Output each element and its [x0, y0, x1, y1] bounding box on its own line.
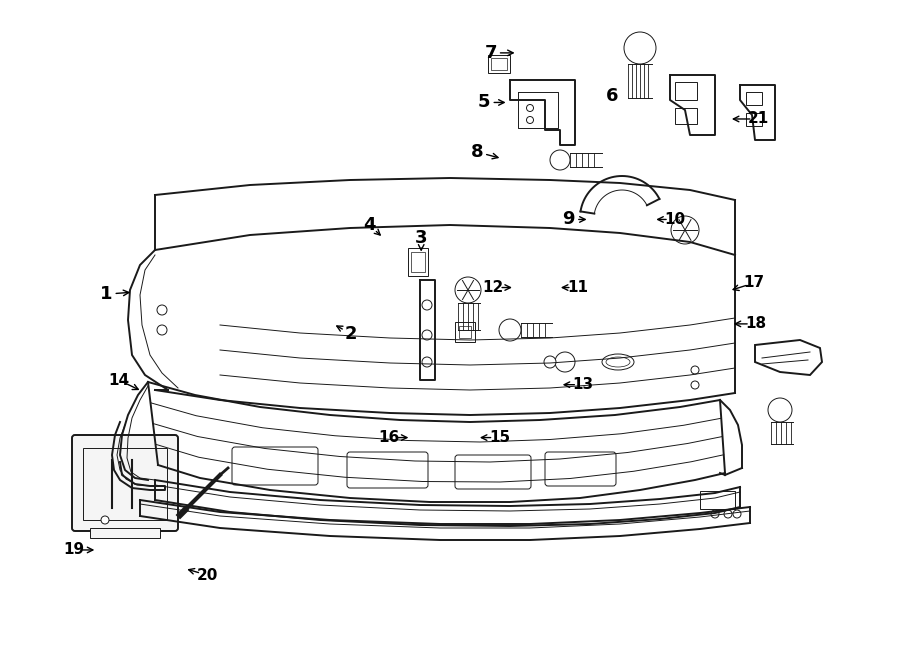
Text: 13: 13	[572, 377, 594, 392]
FancyBboxPatch shape	[347, 452, 428, 488]
Text: 15: 15	[489, 430, 510, 445]
Bar	[408, 248, 428, 276]
Text: 12: 12	[482, 280, 504, 295]
Bar	[675, 82, 697, 100]
FancyBboxPatch shape	[72, 435, 178, 531]
Circle shape	[691, 381, 699, 389]
Circle shape	[526, 116, 534, 124]
Text: 4: 4	[363, 215, 375, 234]
Text: 19: 19	[63, 543, 85, 557]
Circle shape	[157, 325, 167, 335]
Text: 16: 16	[378, 430, 400, 445]
Circle shape	[768, 398, 792, 422]
Ellipse shape	[606, 357, 630, 367]
Text: 10: 10	[664, 212, 686, 227]
Circle shape	[544, 356, 556, 368]
Circle shape	[711, 510, 719, 518]
Text: 3: 3	[415, 229, 428, 247]
Circle shape	[526, 104, 534, 112]
FancyBboxPatch shape	[232, 447, 318, 485]
Circle shape	[691, 366, 699, 374]
Text: 5: 5	[478, 93, 491, 112]
Bar	[675, 108, 697, 124]
Text: 6: 6	[606, 87, 618, 105]
Text: 18: 18	[745, 317, 767, 331]
Bar	[90, 528, 160, 538]
Bar	[411, 252, 425, 272]
Circle shape	[550, 150, 570, 170]
Circle shape	[455, 277, 481, 303]
Bar	[746, 92, 762, 105]
Polygon shape	[755, 340, 822, 375]
Circle shape	[733, 510, 741, 518]
Ellipse shape	[602, 354, 634, 370]
Circle shape	[724, 510, 732, 518]
Circle shape	[555, 352, 575, 372]
Text: 7: 7	[484, 44, 497, 62]
FancyBboxPatch shape	[455, 455, 531, 489]
FancyBboxPatch shape	[545, 452, 616, 486]
Text: 2: 2	[345, 325, 357, 343]
Text: 14: 14	[108, 373, 130, 387]
Text: 17: 17	[743, 276, 765, 290]
Text: 20: 20	[196, 568, 218, 582]
Circle shape	[671, 216, 699, 244]
Circle shape	[157, 305, 167, 315]
Bar	[488, 55, 510, 73]
Circle shape	[422, 357, 432, 367]
Text: 11: 11	[567, 280, 589, 295]
Bar	[83, 448, 167, 520]
Bar	[746, 113, 762, 126]
Circle shape	[101, 516, 109, 524]
Bar	[700, 491, 735, 509]
Bar	[459, 326, 471, 338]
Text: 1: 1	[100, 285, 112, 303]
Circle shape	[422, 300, 432, 310]
Text: 8: 8	[471, 143, 483, 161]
Circle shape	[422, 330, 432, 340]
Bar	[455, 322, 475, 342]
Text: 9: 9	[562, 210, 575, 229]
Bar	[491, 58, 507, 70]
Circle shape	[624, 32, 656, 64]
Text: 21: 21	[748, 112, 770, 126]
Circle shape	[499, 319, 521, 341]
